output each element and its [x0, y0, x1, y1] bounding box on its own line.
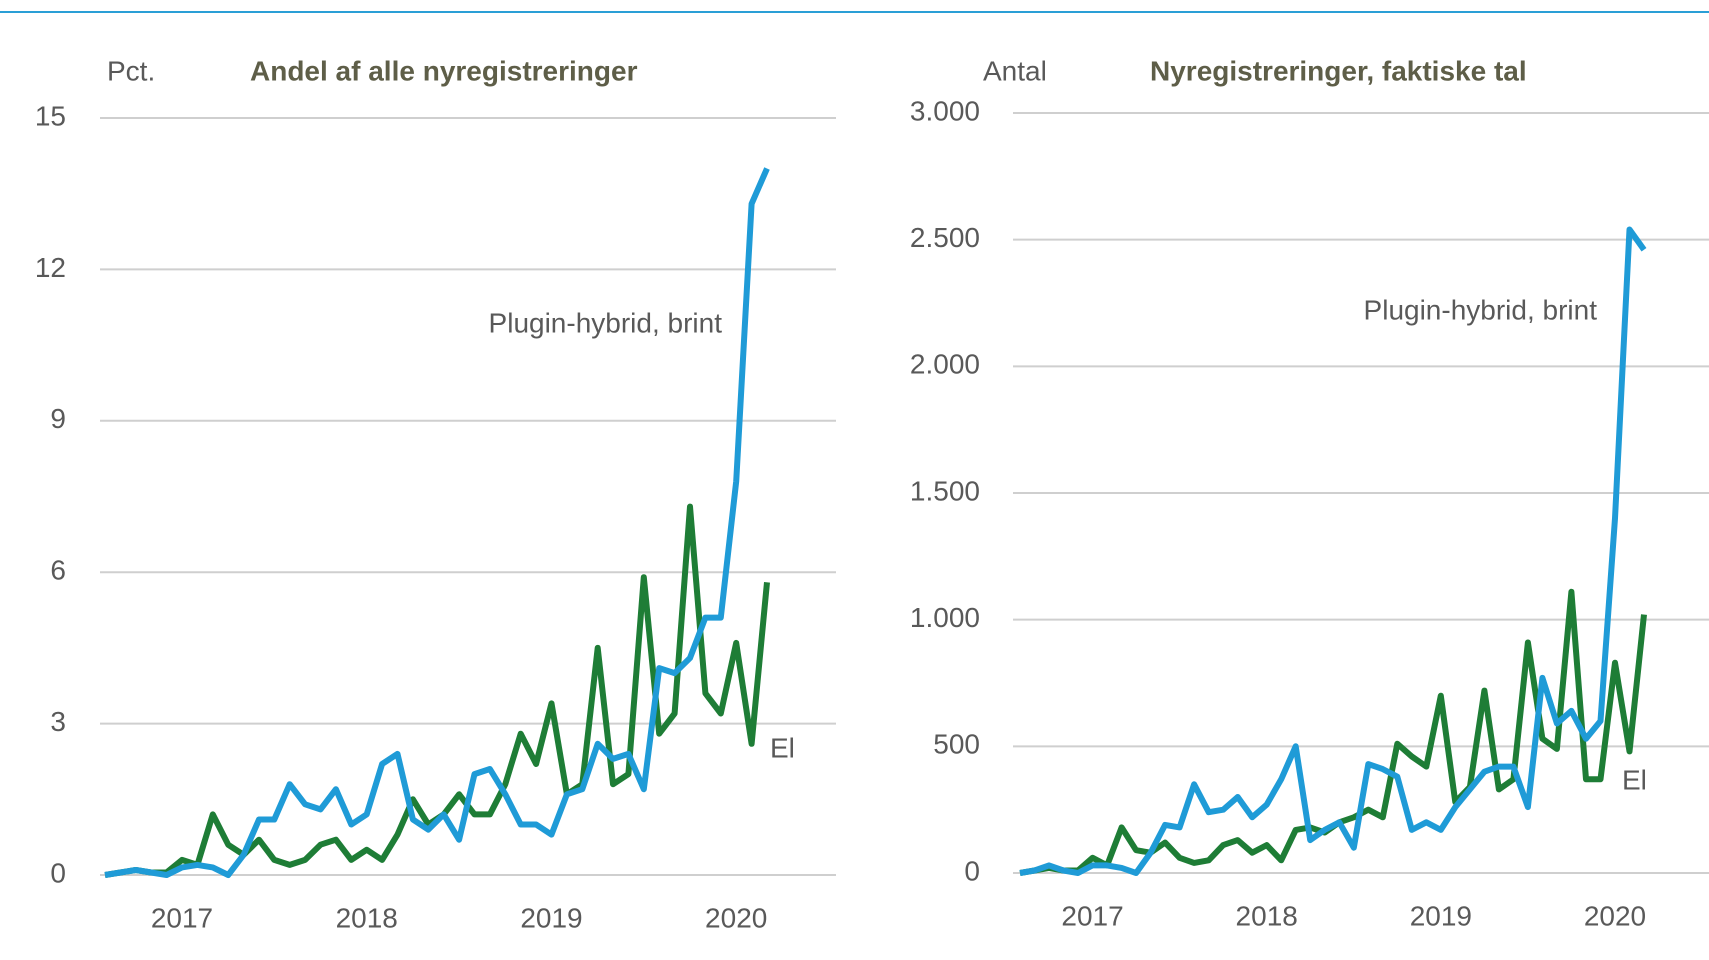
y-tick-label: 3 [50, 706, 66, 737]
y-tick-label: 2.500 [910, 222, 980, 253]
series-line [104, 167, 770, 878]
x-tick-label: 2017 [1061, 900, 1123, 931]
y-axis-unit: Antal [983, 55, 1047, 86]
x-tick-label: 2019 [1410, 900, 1472, 931]
series-label: El [770, 732, 795, 763]
series-line [1019, 226, 1647, 876]
y-tick-label: 1.000 [910, 602, 980, 633]
x-tick-label: 2020 [1584, 900, 1646, 931]
y-tick-label: 3.000 [910, 95, 980, 126]
y-tick-label: 0 [964, 855, 980, 886]
y-tick-label: 12 [35, 252, 66, 283]
y-tick-label: 1.500 [910, 475, 980, 506]
chart-title: Nyregistreringer, faktiske tal [1150, 55, 1527, 86]
x-tick-label: 2018 [1236, 900, 1298, 931]
series-label: El [1622, 764, 1647, 795]
y-tick-label: 0 [50, 857, 66, 888]
chart-title: Andel af alle nyregistreringer [250, 55, 638, 86]
y-tick-label: 500 [933, 729, 980, 760]
y-tick-label: 6 [50, 555, 66, 586]
series-label: Plugin-hybrid, brint [489, 307, 723, 338]
x-tick-label: 2019 [520, 902, 582, 933]
y-tick-label: 15 [35, 100, 66, 131]
y-axis-unit: Pct. [107, 55, 155, 86]
series-line [1019, 588, 1647, 876]
y-tick-label: 9 [50, 403, 66, 434]
y-tick-label: 2.000 [910, 349, 980, 380]
series-label: Plugin-hybrid, brint [1364, 294, 1598, 325]
x-tick-label: 2020 [705, 902, 767, 933]
x-tick-label: 2017 [151, 902, 213, 933]
x-tick-label: 2018 [336, 902, 398, 933]
